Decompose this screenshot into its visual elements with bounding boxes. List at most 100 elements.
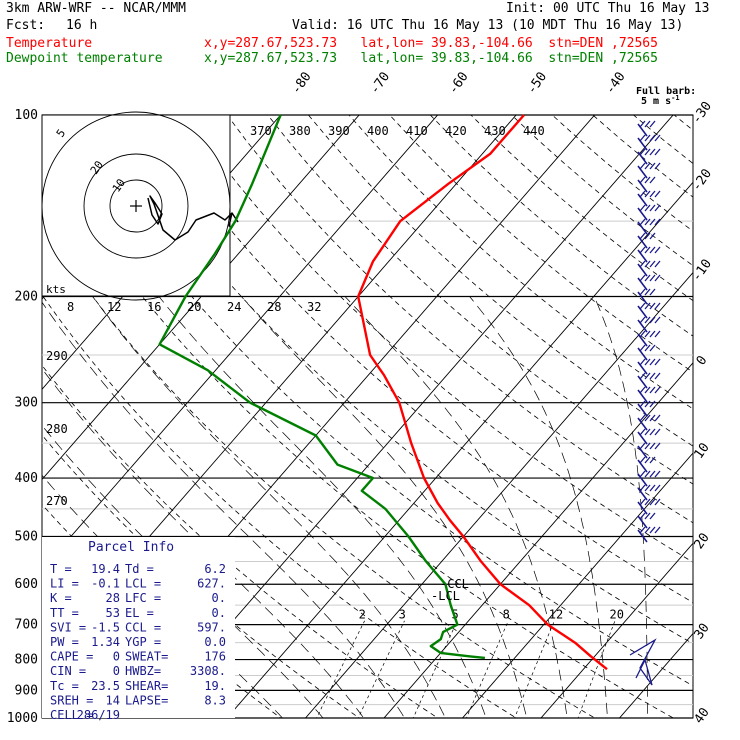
pressure-label: 300 [15,396,38,411]
theta-label: 370 [250,124,272,138]
isotherm-line [383,362,693,718]
wind-barb-flag [639,316,646,324]
dry-adiabat-line [551,115,693,232]
wind-barb-flag [654,148,661,156]
mixing-ratio-label: 2 [359,608,366,622]
parcel-info-box: T = 19.4 Td = 6.2 LI = -0.1 LCL = 627. K = 28 LFC … [42,537,235,722]
parcel-info-key: LCL = [125,577,161,591]
wind-barb [637,473,648,487]
hodograph-axis-label: 20 [187,300,201,314]
parcel-info-value: 19.4 [91,562,120,576]
wind-barb [637,333,648,347]
wind-barb-flag [644,162,651,170]
dry-adiabat-line [42,434,360,718]
wind-barb-flag [644,456,651,464]
wind-barb-flag [649,414,656,422]
wind-barb-flag [639,120,646,128]
parcel-info-value: 0.0 [204,635,226,649]
wind-barb-flag [649,526,656,534]
wind-barb-flag [649,162,656,170]
wind-barb-flag [649,120,656,128]
wind-barb-flag [644,232,651,240]
dewpoint-legend-info: x,y=287.67,523.73 lat,lon= 39.83,-104.66… [204,51,658,66]
dry-adiabat-line [42,147,675,718]
wind-barb-flag [639,134,646,142]
parcel-info-bg [42,537,235,718]
wind-barb-flag [644,204,651,212]
parcel-info-value: 8.3 [204,693,226,707]
wind-barb-flag [654,134,661,142]
mixing-ratio-line [357,620,405,718]
theta-label-left: 270 [46,494,68,508]
wind-barb-flag [644,414,651,422]
dry-adiabat-line [673,115,693,131]
hodograph-axis-label: 24 [227,300,241,314]
parcel-info-key: LFC = [125,591,161,605]
mixing-ratio-line [412,620,458,718]
wind-barb-flag [649,232,656,240]
dry-adiabat-line [308,115,693,447]
wind-barb-flag [644,316,651,324]
wind-barb [637,361,648,375]
wind-barb-flag [639,344,646,352]
parcel-info-key: HWBZ= [125,664,161,678]
wind-barb [637,501,648,515]
parcel-info-key: YGP = [125,635,161,649]
parcel-info-value: 53 [106,606,120,620]
pressure-label: 500 [15,529,38,544]
wind-barb-flag [639,148,646,156]
wind-barb [637,445,648,459]
wind-barb-flag [639,274,646,282]
ccl-marker: -CCL [440,577,469,591]
dewpoint-legend-label: Dewpoint temperature [6,51,163,66]
wind-barb-flag [639,512,646,520]
wind-barb-flag [639,330,646,338]
dry-adiabat-line [64,115,693,687]
wind-barb-flag [654,372,661,380]
wind-barb-flag [649,386,656,394]
wind-barb-flag [649,190,656,198]
parcel-info-key: SVI = [50,620,86,634]
hodograph-axis-label: 12 [107,300,121,314]
parcel-info-value: -0.1 [91,577,120,591]
parcel-info-value: 176 [204,650,226,664]
isotherm-line [42,115,439,571]
isotherm-label: -60 [446,69,472,97]
theta-label: 390 [328,124,350,138]
wind-barb [637,305,648,319]
dry-adiabat-line [42,222,596,718]
parcel-info-value: 0 [113,650,120,664]
dry-adiabat-line [633,115,693,164]
theta-label: 420 [445,124,467,138]
wind-barb [637,137,648,151]
wind-barb-flag [654,316,661,324]
parcel-info-key: CAPE = [50,650,93,664]
init-time: Init: 00 UTC Thu 16 May 13 [506,1,710,16]
parcel-info-title: Parcel Info [88,540,174,555]
wind-barb-flag [644,260,651,268]
wind-barb-flag [644,484,651,492]
wind-barb-flag [639,176,646,184]
dry-adiabat-line [430,115,693,337]
model-title: 3km ARW-WRF -- NCAR/MMM [6,1,187,16]
parcel-info-value: 19. [204,679,226,693]
wind-barb-flag [639,204,646,212]
wind-barb-flag [649,456,656,464]
wind-barb [637,165,648,179]
wind-barb [637,417,648,431]
wind-barb [637,347,648,361]
moist-adiabat-line [158,296,487,718]
wind-barb-flag [649,330,656,338]
wind-barb-flag [639,386,646,394]
pressure-label: 800 [15,653,38,668]
wind-barb-flag [644,134,651,142]
wind-barb-flag [639,302,646,310]
wind-barb [637,459,648,473]
dewpoint-profile-line [158,114,486,660]
wind-barb-flag [654,330,661,338]
isotherm-label: 30 [692,621,713,642]
wind-barb-flag [639,456,646,464]
pressure-label: 400 [15,471,38,486]
wind-barb-flag [639,414,646,422]
wind-barb-flag [649,288,656,296]
